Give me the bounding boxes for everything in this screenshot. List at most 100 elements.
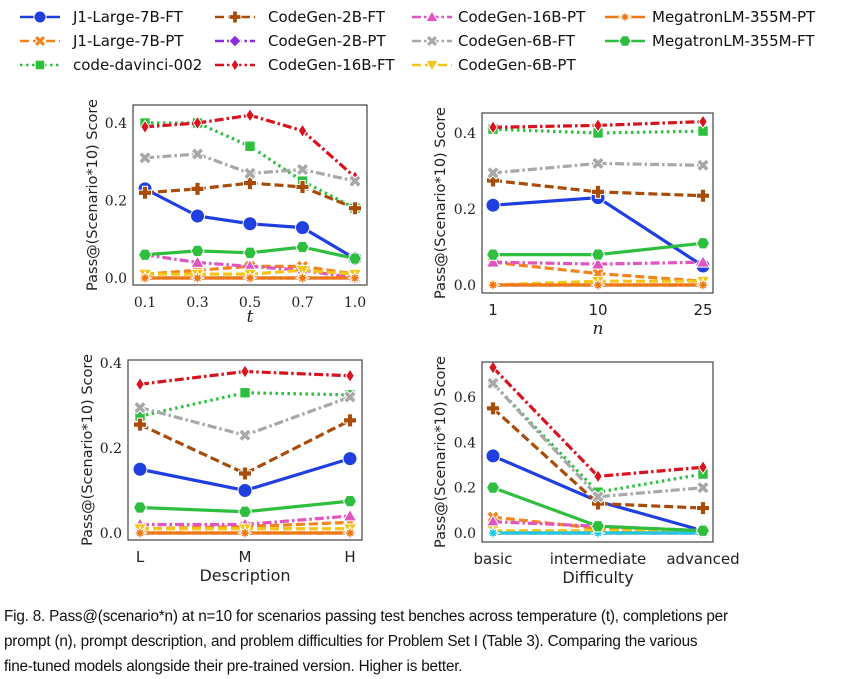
y-tick-label: 0.0 [454,278,476,294]
data-point [695,237,711,250]
data-point [590,256,606,270]
x-tick-label: 10 [588,301,607,319]
figure: J1-Large-7B-FT J1-Large-7B-PT code-davinci… [20,8,816,587]
legend-label: J1-Large-7B-FT [72,8,184,26]
data-point [591,184,605,199]
triangle-down-icon [425,60,439,73]
data-point [243,166,257,181]
data-point [190,147,205,161]
data-point [243,176,257,191]
subplot-1: 0.0 0.2 0.4 0.1 0.3 0.5 0.7 1.0 t Pass@(Scenario*… [85,99,368,327]
data-point [135,376,145,392]
subplot-2: 0.0 0.2 0.4 1 10 25 n Pass@(Scenario*10) Score [433,107,714,339]
legend-label: CodeGen-6B-FT [458,32,576,50]
y-axis-label: Pass@(Scenario*10) Score [433,356,449,548]
data-point [237,525,253,541]
series-codegen-2b-ft [133,413,357,481]
y-tick-label: 0.4 [454,126,476,142]
legend-label: MegatronLM-355M-FT [652,32,815,50]
data-point [696,501,710,516]
data-point [245,107,255,123]
series-codegen-16b-pt [485,254,711,270]
data-point [133,417,147,432]
y-tick-label: 0.2 [454,202,476,218]
series-group [485,114,711,293]
legend-label: CodeGen-16B-PT [458,8,586,26]
data-point [242,216,258,232]
x-tick-label: 1.0 [344,295,366,311]
data-point [190,244,205,258]
data-point [486,401,500,416]
y-tick-label: 0.4 [100,356,122,372]
series-group [137,107,363,286]
x-tick-label: 0.5 [239,295,261,311]
series-group [485,360,711,541]
series-line [145,121,356,210]
hexagon-icon [618,35,632,47]
legend-item: code-davinci-002 [20,56,202,74]
data-point [132,525,148,541]
series-code-davinci-002 [139,117,361,214]
data-point [343,390,357,404]
series-megatronlm-355m-pt [485,277,711,293]
series-megatronlm-355m-pt [132,525,358,541]
caption-line-1: Fig. 8. Pass@(scenario*n) at n=10 for sc… [4,608,728,625]
x-tick-label: L [136,548,145,566]
data-point [242,246,258,259]
legend-label: CodeGen-6B-PT [458,56,576,74]
data-point [485,525,501,541]
series-megatronlm-355m-ft [132,494,358,518]
data-point [132,501,148,514]
y-tick-label: 0.0 [100,526,122,542]
data-point [593,117,603,133]
data-point [138,185,152,200]
y-tick-label: 0.0 [454,526,476,542]
series-codegen-2b-ft [138,176,362,216]
triangle-up-icon [425,9,439,22]
data-point [593,468,603,484]
y-tick-label: 0.6 [454,390,476,406]
x-tick-label: basic [474,550,513,568]
legend-item: MegatronLM-355M-PT [605,8,816,26]
axes-frame [132,104,368,286]
data-point [237,505,253,518]
data-point [695,524,711,537]
y-tick-label: 0.2 [100,441,122,457]
data-point [297,123,308,139]
series-line [492,127,704,135]
series-codegen-2b-ft [486,173,710,203]
data-point [238,428,252,443]
data-point [239,387,251,399]
legend-item: CodeGen-6B-FT [412,32,576,50]
data-point [138,150,152,165]
legend-item: MegatronLM-355M-FT [605,32,815,50]
series-codegen-6b-ft [486,156,710,180]
y-tick-label: 0.4 [454,435,476,451]
data-point [695,254,711,268]
data-point [342,451,358,467]
data-point [133,400,147,415]
data-point [342,494,358,508]
data-point [591,489,605,504]
data-point [342,525,358,541]
data-point [295,240,310,254]
data-point [348,201,362,216]
data-point [485,248,501,261]
figure-caption: Fig. 8. Pass@(scenario*n) at n=10 for sc… [4,604,854,679]
series-codegen-6b-ft [133,390,357,443]
axes-frame [481,112,714,294]
data-point [242,270,258,286]
data-point [485,481,501,494]
data-point [345,368,355,384]
data-point [294,270,311,286]
x-tick-label: 1 [488,301,498,319]
data-point [295,220,310,236]
star-icon [617,9,633,25]
y-axis-label: Pass@(Scenario*10) Score [80,354,96,546]
data-point [137,248,153,261]
data-point [696,158,710,173]
data-point [485,197,501,213]
y-tick-label: 0.0 [105,271,127,287]
x-axis-label: n [593,319,604,339]
legend-label: CodeGen-2B-PT [268,32,386,50]
